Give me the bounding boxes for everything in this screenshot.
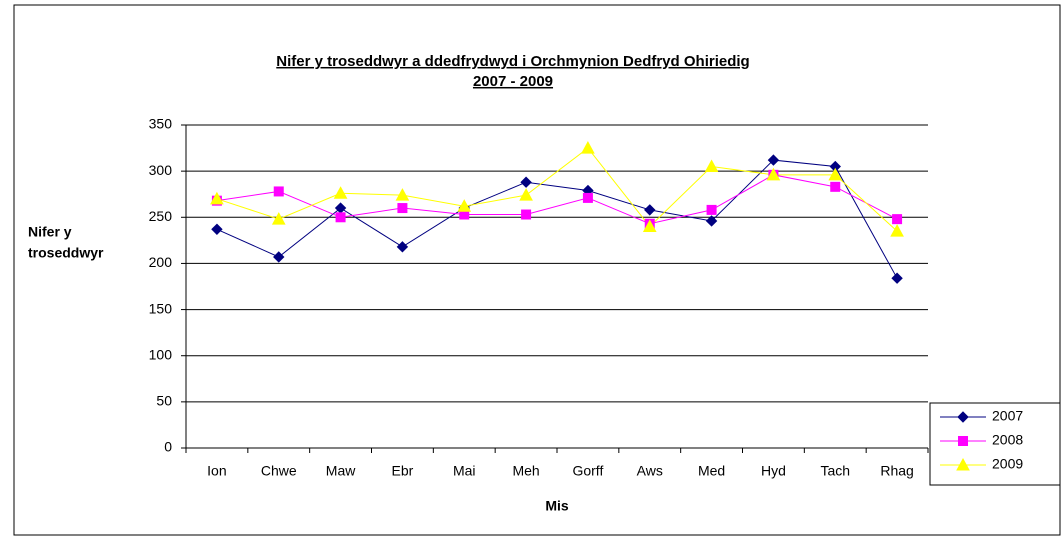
y-tick-label: 300 (149, 162, 173, 178)
chart-title: Nifer y troseddwyr a ddedfrydwyd i Orchm… (276, 53, 749, 70)
y-axis-label: Nifer y (28, 224, 72, 240)
marker (395, 188, 410, 201)
marker (210, 191, 224, 205)
marker (520, 176, 532, 188)
marker (828, 167, 843, 181)
x-tick-label: Med (698, 463, 725, 479)
x-tick-label: Hyd (761, 463, 786, 479)
marker (830, 181, 841, 192)
marker (271, 212, 286, 225)
x-tick-label: Rhag (880, 463, 913, 479)
marker (581, 141, 595, 154)
x-tick-label: Gorff (572, 463, 603, 479)
y-tick-label: 350 (149, 116, 173, 132)
y-tick-label: 250 (149, 208, 173, 224)
marker (396, 241, 409, 253)
marker (704, 159, 719, 173)
legend-marker (958, 436, 968, 446)
y-tick-label: 0 (164, 439, 172, 455)
marker (892, 214, 903, 225)
marker (273, 186, 284, 197)
marker (766, 167, 781, 181)
marker (519, 188, 533, 201)
y-axis-label: troseddwyr (28, 245, 104, 261)
x-tick-label: Chwe (261, 463, 297, 479)
legend-label: 2009 (992, 456, 1023, 472)
x-tick-label: Ion (207, 463, 226, 479)
y-tick-label: 100 (149, 346, 173, 362)
y-tick-label: 150 (149, 300, 173, 316)
chart-title: 2007 - 2009 (473, 73, 553, 90)
y-tick-label: 200 (149, 254, 173, 270)
series-line (216, 174, 898, 225)
marker (767, 154, 780, 166)
chart-border (13, 4, 1061, 536)
legend-label: 2008 (992, 432, 1023, 448)
marker (457, 199, 472, 212)
x-tick-label: Aws (637, 463, 663, 479)
x-tick-label: Maw (326, 463, 356, 479)
marker (642, 219, 657, 233)
marker (705, 215, 718, 227)
marker (891, 272, 903, 284)
x-tick-label: Ebr (392, 463, 414, 479)
marker (333, 186, 348, 199)
series-line (216, 147, 898, 232)
series-line (216, 159, 898, 279)
y-tick-label: 50 (156, 393, 172, 409)
legend-label: 2007 (992, 408, 1023, 424)
marker (706, 204, 717, 215)
marker (397, 203, 408, 214)
marker (335, 212, 346, 223)
marker (521, 209, 532, 220)
marker (582, 192, 593, 203)
marker (211, 223, 223, 235)
x-tick-label: Mai (453, 463, 476, 479)
marker (890, 224, 904, 237)
legend-marker (956, 457, 970, 471)
marker (273, 251, 285, 263)
x-axis-label: Mis (545, 498, 569, 514)
legend-marker (957, 411, 969, 423)
x-tick-label: Meh (512, 463, 539, 479)
x-tick-label: Tach (820, 463, 850, 479)
marker (644, 204, 656, 216)
